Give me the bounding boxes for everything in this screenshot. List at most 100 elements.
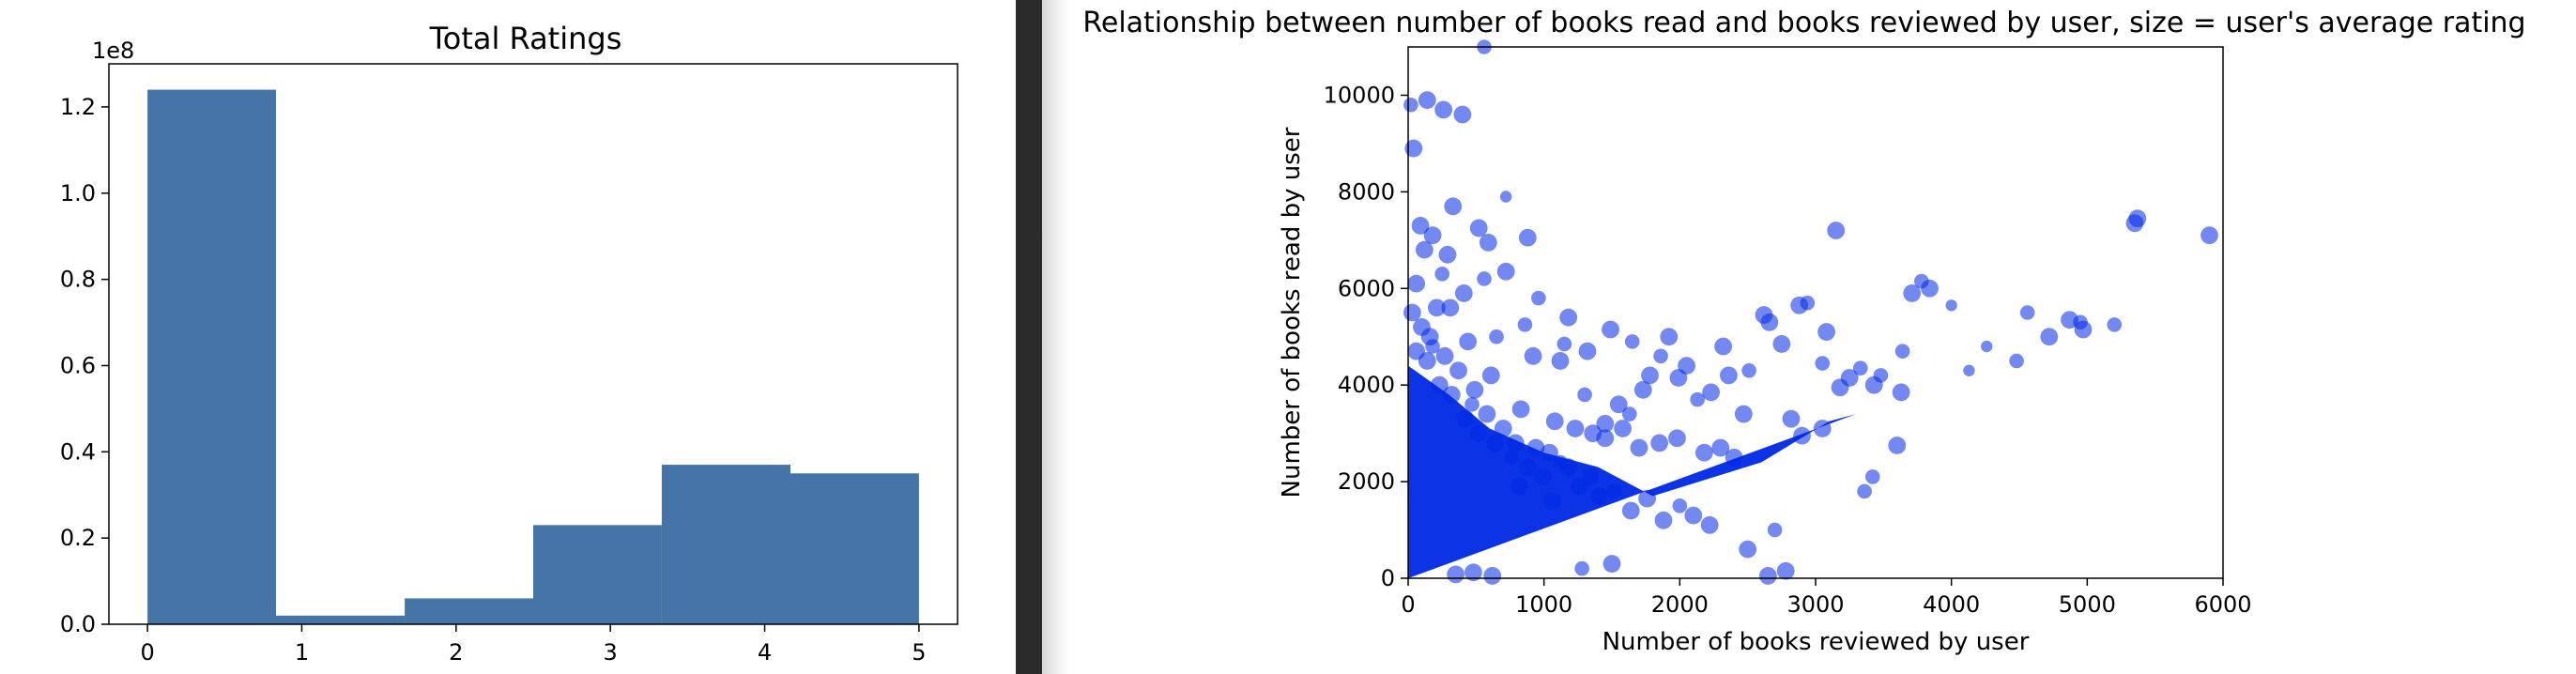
panel-divider xyxy=(1016,0,1042,674)
scatter-point xyxy=(1438,245,1457,264)
scatter-point xyxy=(1465,380,1484,399)
y-axis: 0 2000 4000 6000 8000 10000 xyxy=(1324,82,1408,591)
scatter-point xyxy=(1945,299,1957,312)
scatter-point xyxy=(1714,337,1733,356)
scatter-point xyxy=(1614,420,1632,437)
scatter-point xyxy=(1864,375,1883,394)
scatter-point xyxy=(1624,334,1640,349)
scatter-point xyxy=(1442,386,1461,404)
scatter-points xyxy=(1403,39,2218,585)
scatter-point xyxy=(1831,378,1849,397)
y-tick-label: 8000 xyxy=(1338,178,1395,205)
scatter-point xyxy=(1630,438,1648,457)
y-tick-label: 2000 xyxy=(1338,468,1395,495)
scatter-point xyxy=(1404,139,1423,158)
scatter-point xyxy=(1793,426,1811,445)
scatter-point xyxy=(1596,414,1615,433)
x-axis-label: Number of books reviewed by user xyxy=(1602,628,2030,656)
scatter-point xyxy=(1734,405,1753,423)
scatter-point xyxy=(1454,284,1473,302)
y-tick-label: 0.0 xyxy=(60,611,96,637)
scatter-point xyxy=(1541,443,1558,462)
scatter-point xyxy=(2107,317,2123,332)
books-scatter-plot: Relationship between number of books rea… xyxy=(1082,7,2525,656)
scatter-point xyxy=(1903,284,1922,302)
scatter-point xyxy=(1672,498,1688,513)
x-tick-label: 5 xyxy=(912,639,926,666)
scatter-point xyxy=(1602,555,1621,573)
scatter-point xyxy=(1542,492,1561,511)
scatter-point xyxy=(1607,483,1622,499)
scatter-point xyxy=(1517,317,1533,332)
scatter-point xyxy=(1556,336,1572,352)
y-tick-label: 0.8 xyxy=(60,267,96,293)
scatter-point xyxy=(1852,360,1868,375)
y-tick-label: 4000 xyxy=(1338,372,1395,398)
scatter-point xyxy=(1782,409,1801,428)
scatter-point xyxy=(1621,501,1640,520)
scatter-point xyxy=(1456,409,1475,428)
x-tick-label: 2000 xyxy=(1651,591,1709,618)
scatter-point xyxy=(1407,342,1426,360)
x-tick-label: 0 xyxy=(140,639,154,666)
scatter-point xyxy=(1524,346,1542,365)
scatter-point xyxy=(1650,434,1669,452)
x-tick-label: 3000 xyxy=(1786,591,1844,618)
scatter-point xyxy=(1464,563,1482,582)
scatter-point xyxy=(1453,105,1472,124)
scatter-point xyxy=(1559,308,1578,327)
scatter-point xyxy=(1518,228,1537,247)
scatter-point xyxy=(1499,191,1512,203)
scatter-point xyxy=(1638,489,1657,508)
y-tick-label: 1.2 xyxy=(60,94,96,120)
scatter-point xyxy=(1776,561,1795,580)
scatter-point xyxy=(1444,197,1463,216)
scatter-point xyxy=(1690,391,1705,407)
y-axis: 0.0 0.2 0.4 0.6 0.8 1.0 1.2 xyxy=(60,94,109,637)
scatter-point xyxy=(1684,506,1703,525)
y-tick-label: 0 xyxy=(1381,565,1395,591)
y-tick-label: 0.6 xyxy=(60,352,96,378)
scatter-point xyxy=(1551,352,1570,370)
dense-point-cluster xyxy=(1408,365,1857,578)
scatter-point xyxy=(1481,366,1500,385)
panel-divider-shadow xyxy=(1042,0,1068,674)
scatter-point xyxy=(1669,369,1688,387)
scatter-point xyxy=(1577,387,1592,403)
scatter-point xyxy=(1489,329,1504,345)
x-tick-label: 5000 xyxy=(2059,591,2116,618)
histogram-bar-3 xyxy=(533,525,662,624)
scatter-point xyxy=(1526,438,1545,457)
scatter-point xyxy=(1496,262,1515,281)
scatter-point xyxy=(1533,467,1552,486)
scatter-point xyxy=(1758,567,1777,585)
scatter-point xyxy=(2061,311,2078,329)
x-tick-label: 0 xyxy=(1401,591,1415,618)
scatter-point xyxy=(1892,383,1910,402)
scatter-point xyxy=(1441,299,1460,317)
scatter-point xyxy=(2040,328,2059,346)
x-tick-label: 4000 xyxy=(1923,591,1980,618)
histogram-bar-5 xyxy=(790,473,919,624)
scatter-point xyxy=(1486,434,1504,452)
scatter-point xyxy=(1813,420,1832,437)
scatter-point xyxy=(1427,299,1446,317)
scatter-point xyxy=(1741,362,1756,378)
scatter-point xyxy=(1477,271,1492,286)
scatter-point xyxy=(1423,226,1442,245)
scatter-point xyxy=(1411,216,1430,235)
scatter-point xyxy=(1772,335,1791,353)
scatter-point xyxy=(1720,366,1738,385)
scatter-point xyxy=(1479,233,1497,252)
scatter-point xyxy=(1790,296,1809,314)
scatter-point xyxy=(1506,434,1525,452)
scatter-point xyxy=(1609,395,1628,414)
scatter-point xyxy=(1755,306,1773,324)
scatter-point xyxy=(1653,348,1668,364)
scatter-point xyxy=(1888,437,1907,454)
y-axis-offset-text: 1e8 xyxy=(92,38,134,64)
x-tick-label: 1 xyxy=(295,639,309,666)
scatter-point xyxy=(1483,567,1502,585)
y-tick-label: 6000 xyxy=(1338,275,1395,301)
